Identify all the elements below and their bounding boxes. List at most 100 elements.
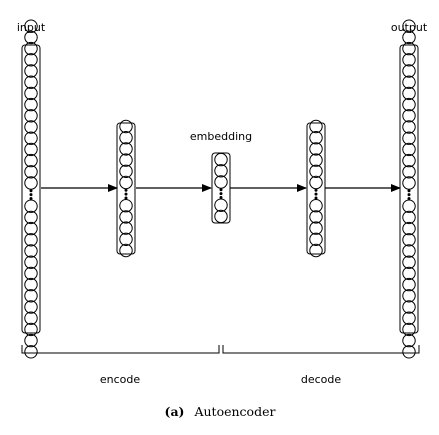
embedding-layer-label: embedding bbox=[190, 130, 252, 143]
encode-brace bbox=[21, 345, 220, 354]
neuron bbox=[402, 311, 416, 325]
ellipsis-dot bbox=[219, 196, 223, 199]
neuron bbox=[309, 131, 323, 145]
neuron bbox=[214, 152, 228, 167]
neuron bbox=[24, 120, 38, 134]
neuron bbox=[309, 175, 323, 190]
neuron bbox=[402, 86, 416, 101]
neuron bbox=[24, 233, 38, 247]
neuron bbox=[402, 322, 416, 337]
decode-label: decode bbox=[301, 373, 342, 386]
neuron bbox=[119, 232, 133, 247]
input-layer-box bbox=[21, 44, 41, 334]
neuron bbox=[309, 119, 323, 134]
neuron bbox=[402, 131, 416, 145]
neuron bbox=[309, 221, 323, 235]
neuron bbox=[119, 199, 133, 213]
ellipsis-dot bbox=[407, 189, 411, 193]
neuron bbox=[402, 30, 416, 45]
neuron bbox=[24, 30, 38, 45]
neuron bbox=[119, 131, 133, 145]
neuron bbox=[214, 209, 228, 224]
neuron bbox=[309, 153, 323, 167]
embedding-layer bbox=[211, 152, 231, 224]
neuron bbox=[24, 311, 38, 325]
neuron bbox=[402, 199, 416, 213]
neuron bbox=[214, 164, 228, 178]
neuron bbox=[402, 41, 416, 56]
neuron bbox=[24, 41, 38, 56]
neuron bbox=[214, 175, 228, 189]
neuron bbox=[24, 255, 38, 269]
ellipsis-dot bbox=[29, 197, 33, 200]
neuron bbox=[24, 86, 38, 101]
neuron bbox=[24, 210, 38, 225]
neuron bbox=[402, 266, 416, 281]
output-layer-label: output bbox=[391, 21, 428, 34]
ellipsis-dot bbox=[124, 192, 128, 196]
neuron bbox=[402, 109, 416, 123]
neuron bbox=[309, 243, 323, 258]
ellipsis-dot bbox=[219, 188, 223, 192]
neuron bbox=[24, 244, 38, 258]
neuron bbox=[309, 142, 323, 156]
neuron bbox=[24, 165, 38, 179]
caption-text: Autoencoder bbox=[193, 404, 275, 419]
ellipsis-dot bbox=[407, 193, 411, 197]
neuron bbox=[402, 120, 416, 134]
neuron bbox=[119, 164, 133, 179]
neuron bbox=[24, 221, 38, 236]
figure-caption: (a) Autoencoder bbox=[165, 404, 276, 419]
neuron bbox=[24, 345, 38, 359]
ellipsis-dot bbox=[314, 196, 318, 200]
neuron bbox=[24, 109, 38, 123]
input-layer-label: input bbox=[17, 21, 46, 34]
neuron bbox=[24, 300, 38, 314]
neuron bbox=[402, 53, 416, 67]
input-layer bbox=[21, 19, 41, 359]
neuron bbox=[402, 19, 416, 33]
encode-label: encode bbox=[100, 373, 140, 386]
neuron bbox=[402, 300, 416, 314]
neuron bbox=[402, 64, 416, 78]
neuron bbox=[402, 97, 416, 112]
hidden-layer-encoder bbox=[116, 119, 136, 258]
neuron bbox=[402, 221, 416, 236]
ellipsis-dot bbox=[407, 197, 411, 200]
neuron bbox=[24, 19, 38, 33]
neuron bbox=[24, 75, 38, 89]
neuron bbox=[402, 142, 416, 157]
hidden-layer-decoder bbox=[306, 119, 326, 258]
neuron bbox=[119, 221, 133, 235]
neuron bbox=[119, 210, 133, 224]
neuron bbox=[24, 176, 38, 190]
neuron bbox=[24, 97, 38, 112]
neuron bbox=[119, 243, 133, 258]
neuron bbox=[24, 289, 38, 303]
neuron bbox=[402, 333, 416, 348]
neuron bbox=[24, 153, 38, 168]
neuron bbox=[24, 277, 38, 292]
neuron bbox=[119, 175, 133, 190]
neuron bbox=[402, 75, 416, 89]
neuron bbox=[24, 322, 38, 337]
ellipsis-dot bbox=[124, 188, 128, 192]
neuron bbox=[214, 198, 228, 212]
neuron bbox=[119, 153, 133, 167]
ellipsis-dot bbox=[314, 192, 318, 196]
output-layer bbox=[399, 19, 419, 359]
neuron bbox=[24, 131, 38, 145]
neuron bbox=[402, 277, 416, 292]
neuron bbox=[24, 333, 38, 348]
neuron bbox=[309, 164, 323, 179]
ellipsis-dot bbox=[29, 189, 33, 193]
ellipsis-dot bbox=[219, 192, 223, 196]
neuron bbox=[119, 142, 133, 156]
neuron bbox=[402, 345, 416, 359]
neuron bbox=[24, 142, 38, 157]
decode-brace bbox=[222, 345, 420, 354]
neuron bbox=[24, 266, 38, 281]
neuron bbox=[24, 64, 38, 78]
